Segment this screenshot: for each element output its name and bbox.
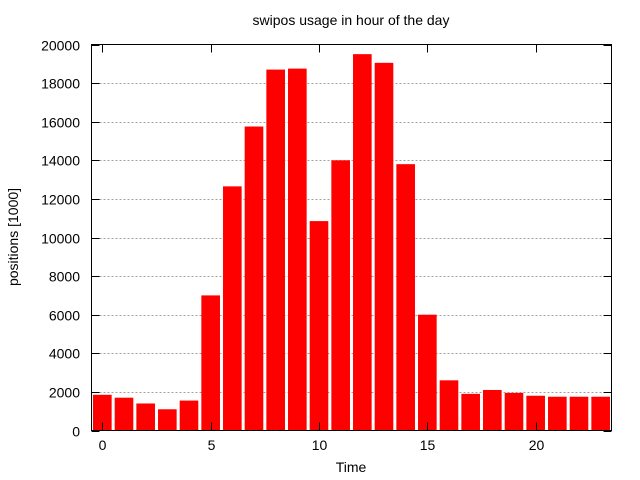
bar — [309, 221, 329, 431]
bars — [93, 54, 610, 431]
y-tick-label: 0 — [72, 424, 80, 440]
plot-frame — [91, 44, 612, 431]
y-tick-label: 18000 — [41, 76, 80, 92]
bar — [266, 69, 285, 431]
bar — [483, 389, 502, 431]
bar — [179, 400, 199, 431]
y-axis: 0 2000 4000 6000 8000 10000 12000 14000 16000 180… — [41, 38, 612, 440]
bar — [114, 397, 134, 431]
y-tick-label: 2000 — [49, 385, 80, 401]
bar — [504, 392, 524, 431]
bar — [158, 409, 177, 431]
y-tick-label: 8000 — [49, 269, 80, 285]
y-tick-label: 6000 — [49, 308, 80, 324]
bar — [548, 396, 567, 431]
bar — [353, 54, 372, 431]
y-tick-label: 16000 — [41, 115, 80, 131]
chart-title: swipos usage in hour of the day — [253, 12, 450, 28]
y-tick-label: 20000 — [41, 38, 80, 54]
bar — [439, 380, 459, 431]
bar — [374, 62, 394, 431]
bar — [93, 394, 112, 431]
y-axis-title: positions [1000] — [5, 188, 21, 286]
bar — [136, 403, 155, 431]
bar — [569, 396, 589, 431]
grid-lines — [91, 83, 612, 393]
x-tick-label: 0 — [99, 437, 107, 453]
bar — [418, 314, 437, 431]
y-tick-label: 14000 — [41, 153, 80, 169]
bar — [331, 160, 350, 431]
bar — [288, 68, 307, 431]
bar — [526, 395, 545, 431]
bar — [461, 393, 480, 431]
y-tick-label: 10000 — [41, 231, 80, 247]
x-axis-title: Time — [336, 459, 367, 475]
x-tick-label: 15 — [420, 437, 436, 453]
x-tick-label: 10 — [312, 437, 328, 453]
x-tick-label: 5 — [208, 437, 216, 453]
y-tick-label: 12000 — [41, 192, 80, 208]
bar — [244, 126, 264, 431]
x-tick-label: 20 — [529, 437, 545, 453]
bar — [201, 295, 220, 431]
bar — [396, 164, 415, 431]
x-axis: 0 5 10 15 20 — [99, 44, 545, 453]
bar — [223, 186, 242, 431]
bar — [591, 396, 610, 431]
y-tick-label: 4000 — [49, 346, 80, 362]
